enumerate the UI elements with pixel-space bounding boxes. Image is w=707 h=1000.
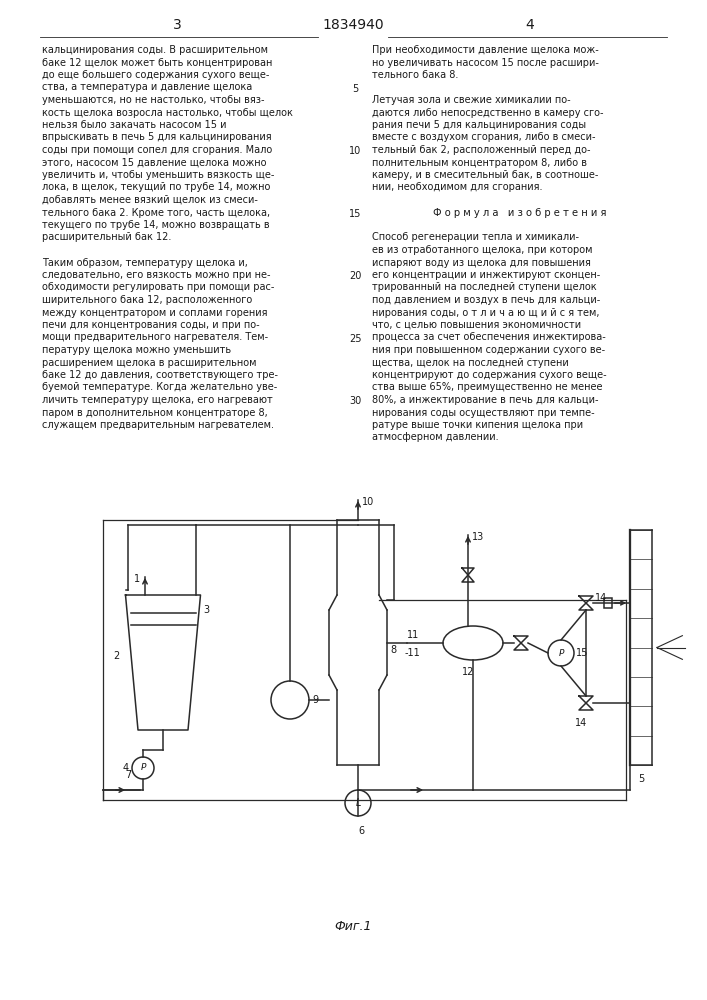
Text: щества, щелок на последней ступени: щества, щелок на последней ступени (372, 358, 568, 367)
Text: добавлять менее вязкий щелок из смеси-: добавлять менее вязкий щелок из смеси- (42, 195, 258, 205)
Text: расширительный бак 12.: расширительный бак 12. (42, 232, 171, 242)
Text: ев из отработанного щелока, при котором: ев из отработанного щелока, при котором (372, 245, 592, 255)
Text: соды при помощи сопел для сгорания. Мало: соды при помощи сопел для сгорания. Мало (42, 145, 272, 155)
Text: трированный на последней ступени щелок: трированный на последней ступени щелок (372, 282, 597, 292)
Text: 25: 25 (349, 334, 361, 344)
Text: служащем предварительным нагревателем.: служащем предварительным нагревателем. (42, 420, 274, 430)
Text: лока, в щелок, текущий по трубе 14, можно: лока, в щелок, текущий по трубе 14, можн… (42, 182, 270, 192)
Text: буемой температуре. Когда желательно уве-: буемой температуре. Когда желательно уве… (42, 382, 277, 392)
Text: 30: 30 (349, 396, 361, 406)
Text: 10: 10 (349, 146, 361, 156)
Text: 14: 14 (575, 718, 587, 728)
Bar (604, 598, 612, 608)
Text: кость щелока возросла настолько, чтобы щелок: кость щелока возросла настолько, чтобы щ… (42, 107, 293, 117)
Text: 15: 15 (576, 648, 588, 658)
Text: 5: 5 (638, 774, 644, 784)
Text: следовательно, его вязкость можно при не-: следовательно, его вязкость можно при не… (42, 270, 271, 280)
Text: рания печи 5 для кальцинирования соды: рания печи 5 для кальцинирования соды (372, 120, 586, 130)
Text: 1: 1 (134, 574, 140, 584)
Text: 9: 9 (312, 695, 318, 705)
Text: Таким образом, температуру щелока и,: Таким образом, температуру щелока и, (42, 257, 248, 267)
Text: 12: 12 (462, 667, 474, 677)
Text: нии, необходимом для сгорания.: нии, необходимом для сгорания. (372, 182, 542, 192)
Text: Способ регенерации тепла и химикали-: Способ регенерации тепла и химикали- (372, 232, 579, 242)
Text: P: P (559, 648, 563, 658)
Text: P: P (140, 764, 146, 772)
Text: тельный бак 2, расположенный перед до-: тельный бак 2, расположенный перед до- (372, 145, 590, 155)
Text: L: L (356, 798, 361, 808)
Text: 3: 3 (204, 605, 209, 615)
Text: испаряют воду из щелока для повышения: испаряют воду из щелока для повышения (372, 257, 591, 267)
Text: При необходимости давление щелока мож-: При необходимости давление щелока мож- (372, 45, 599, 55)
Text: его концентрации и инжектируют сконцен-: его концентрации и инжектируют сконцен- (372, 270, 600, 280)
Text: нирования соды осуществляют при темпе-: нирования соды осуществляют при темпе- (372, 408, 595, 418)
Text: 8: 8 (390, 645, 396, 655)
Text: Летучая зола и свежие химикалии по-: Летучая зола и свежие химикалии по- (372, 95, 571, 105)
Text: 4: 4 (525, 18, 534, 32)
Text: вместе с воздухом сгорания, либо в смеси-: вместе с воздухом сгорания, либо в смеси… (372, 132, 595, 142)
Text: ширительного бака 12, расположенного: ширительного бака 12, расположенного (42, 295, 252, 305)
Text: 20: 20 (349, 271, 361, 281)
Text: расширением щелока в расширительном: расширением щелока в расширительном (42, 358, 257, 367)
Text: баке 12 до давления, соответствующего тре-: баке 12 до давления, соответствующего тр… (42, 370, 278, 380)
Text: этого, насосом 15 давление щелока можно: этого, насосом 15 давление щелока можно (42, 157, 267, 167)
Text: баке 12 щелок может быть концентрирован: баке 12 щелок может быть концентрирован (42, 57, 272, 68)
Text: уменьшаются, но не настолько, чтобы вяз-: уменьшаются, но не настолько, чтобы вяз- (42, 95, 264, 105)
Text: ства, а температура и давление щелока: ства, а температура и давление щелока (42, 83, 252, 93)
Text: даются либо непосредственно в камеру сго-: даются либо непосредственно в камеру сго… (372, 107, 604, 117)
Text: 1834940: 1834940 (322, 18, 384, 32)
Text: обходимости регулировать при помощи рас-: обходимости регулировать при помощи рас- (42, 282, 274, 292)
Text: впрыскивать в печь 5 для кальцинирования: впрыскивать в печь 5 для кальцинирования (42, 132, 271, 142)
Text: 10: 10 (362, 497, 374, 507)
Text: пературу щелока можно уменьшить: пературу щелока можно уменьшить (42, 345, 231, 355)
Text: до еще большего содержания сухого веще-: до еще большего содержания сухого веще- (42, 70, 269, 80)
Text: нирования соды, о т л и ч а ю щ и й с я тем,: нирования соды, о т л и ч а ю щ и й с я … (372, 308, 600, 318)
Text: увеличить и, чтобы уменьшить вязкость ще-: увеличить и, чтобы уменьшить вязкость ще… (42, 170, 274, 180)
Text: полнительным концентратором 8, либо в: полнительным концентратором 8, либо в (372, 157, 587, 167)
Text: -11: -11 (405, 648, 421, 658)
Text: ния при повышенном содержании сухого ве-: ния при повышенном содержании сухого ве- (372, 345, 605, 355)
Text: 3: 3 (173, 18, 182, 32)
Text: Ф о р м у л а   и з о б р е т е н и я: Ф о р м у л а и з о б р е т е н и я (433, 208, 607, 218)
Text: паром в дополнительном концентраторе 8,: паром в дополнительном концентраторе 8, (42, 408, 268, 418)
Text: 15: 15 (349, 209, 361, 219)
Text: ратуре выше точки кипения щелока при: ратуре выше точки кипения щелока при (372, 420, 583, 430)
Text: камеру, и в смесительный бак, в соотноше-: камеру, и в смесительный бак, в соотноше… (372, 170, 598, 180)
Text: ства выше 65%, преимущественно не менее: ства выше 65%, преимущественно не менее (372, 382, 602, 392)
Text: 80%, а инжектирование в печь для кальци-: 80%, а инжектирование в печь для кальци- (372, 395, 599, 405)
Text: печи для концентрования соды, и при по-: печи для концентрования соды, и при по- (42, 320, 259, 330)
Text: под давлением и воздух в печь для кальци-: под давлением и воздух в печь для кальци… (372, 295, 600, 305)
Text: тельного бака 2. Кроме того, часть щелока,: тельного бака 2. Кроме того, часть щелок… (42, 208, 270, 218)
Text: мощи предварительного нагревателя. Тем-: мощи предварительного нагревателя. Тем- (42, 332, 268, 342)
Text: 14: 14 (595, 593, 607, 603)
Text: нельзя было закачать насосом 15 и: нельзя было закачать насосом 15 и (42, 120, 226, 130)
Text: Фиг.1: Фиг.1 (334, 920, 372, 934)
Text: процесса за счет обеспечения инжектирова-: процесса за счет обеспечения инжектирова… (372, 332, 606, 342)
Text: 11: 11 (407, 630, 419, 640)
Text: 13: 13 (472, 532, 484, 542)
Text: атмосферном давлении.: атмосферном давлении. (372, 432, 498, 442)
Text: концентрируют до содержания сухого веще-: концентрируют до содержания сухого веще- (372, 370, 607, 380)
Text: 6: 6 (358, 826, 364, 836)
Text: что, с целью повышения экономичности: что, с целью повышения экономичности (372, 320, 581, 330)
Text: личить температуру щелока, его нагревают: личить температуру щелока, его нагревают (42, 395, 273, 405)
Text: но увеличивать насосом 15 после расшири-: но увеличивать насосом 15 после расшири- (372, 57, 599, 68)
Text: 5: 5 (352, 84, 358, 94)
Text: между концентратором и соплами горения: между концентратором и соплами горения (42, 308, 267, 318)
Text: текущего по трубе 14, можно возвращать в: текущего по трубе 14, можно возвращать в (42, 220, 269, 230)
Text: 2: 2 (113, 651, 119, 661)
Text: 4: 4 (123, 763, 129, 773)
Text: кальцинирования соды. В расширительном: кальцинирования соды. В расширительном (42, 45, 268, 55)
Text: 7: 7 (125, 770, 131, 780)
Text: тельного бака 8.: тельного бака 8. (372, 70, 458, 80)
